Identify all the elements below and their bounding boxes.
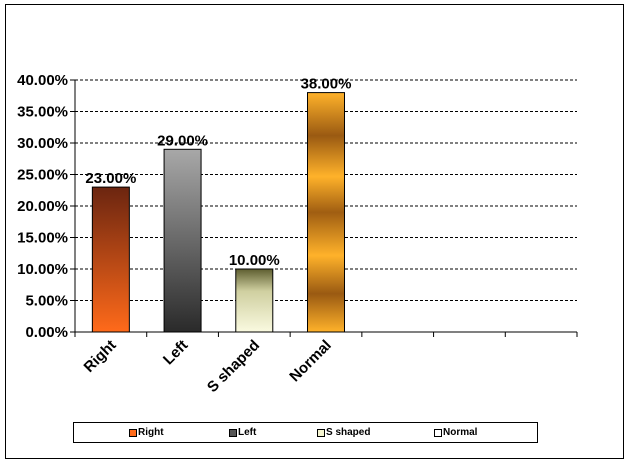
data-label: 29.00% xyxy=(157,132,208,149)
y-tick-label: 10.00% xyxy=(17,261,68,278)
y-tick-label: 30.00% xyxy=(17,135,68,152)
legend-label: S shaped xyxy=(326,427,371,438)
legend: Right Left S shaped Normal xyxy=(73,422,538,443)
legend-label: Right xyxy=(138,427,164,438)
legend-swatch xyxy=(317,428,325,437)
bars xyxy=(91,92,345,333)
legend-item: Right xyxy=(129,427,164,438)
x-tick-label: Right xyxy=(81,337,120,376)
x-tick-label: Left xyxy=(160,337,191,368)
data-label: 10.00% xyxy=(229,252,280,269)
data-label: 23.00% xyxy=(85,170,136,187)
y-tick-label: 20.00% xyxy=(17,198,68,215)
y-tick-label: 5.00% xyxy=(25,293,68,310)
legend-item: Normal xyxy=(434,427,477,438)
y-tick-label: 0.00% xyxy=(25,324,68,341)
y-tick-label: 40.00% xyxy=(17,72,68,89)
legend-swatch xyxy=(129,428,137,437)
legend-label: Normal xyxy=(443,427,478,438)
labels: 0.00% 5.00% 10.00% 15.00% 20.00% 25.00% 30.00%… xyxy=(17,72,351,396)
legend-swatch xyxy=(434,428,442,437)
y-tick-label: 35.00% xyxy=(17,104,68,121)
x-tick-label: Normal xyxy=(286,337,335,386)
bar-s-shaped xyxy=(235,268,274,333)
bar-right xyxy=(91,186,130,333)
legend-label: Left xyxy=(238,427,257,438)
legend-item: S shaped xyxy=(317,427,370,438)
data-label: 38.00% xyxy=(301,76,352,93)
bar-left xyxy=(163,148,202,333)
legend-swatch xyxy=(229,428,237,437)
x-tick-label: S shaped xyxy=(204,337,263,396)
y-tick-label: 15.00% xyxy=(17,230,68,247)
y-tick-label: 25.00% xyxy=(17,167,68,184)
legend-item: Left xyxy=(229,427,256,438)
bar-normal xyxy=(307,92,345,333)
